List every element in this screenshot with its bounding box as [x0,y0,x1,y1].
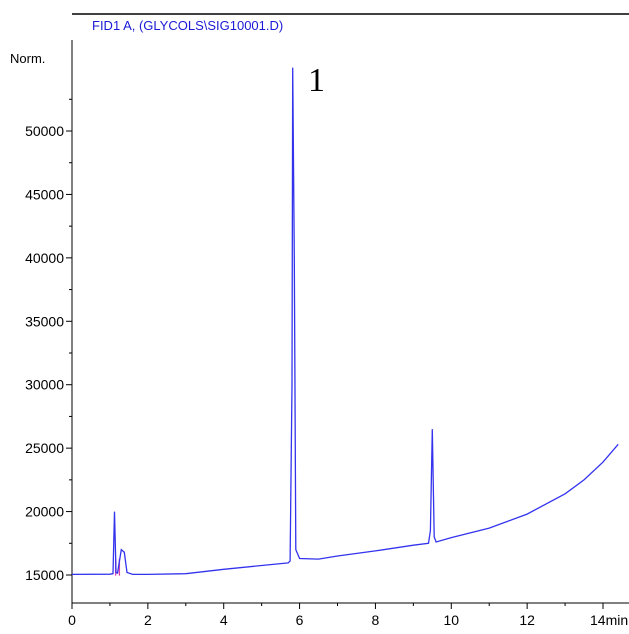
y-tick-label: 25000 [25,440,64,456]
y-tick-label: 50000 [25,123,64,139]
signal-trace [71,67,619,576]
y-tick-label: 45000 [25,186,64,202]
x-tick-label: 0 [68,612,76,628]
chart-title: FID1 A, (GLYCOLS\SIG10001.D) [92,18,283,33]
x-ticks: 0 2 4 6 8 10 12 14min [68,603,628,628]
y-tick-label: 35000 [25,313,64,329]
y-ticks: 15000 20000 25000 30000 35000 40000 45000 50000 [25,98,72,583]
y-axis-label: Norm. [10,51,45,66]
y-tick-label: 15000 [25,567,64,583]
x-tick-label: 4 [220,612,228,628]
x-tick-label: 12 [519,612,535,628]
x-tick-label: 8 [372,612,380,628]
y-tick-label: 30000 [25,377,64,393]
x-tick-label: 10 [443,612,459,628]
x-tick-label: 2 [144,612,152,628]
y-tick-label: 20000 [25,504,64,520]
y-tick-label: 40000 [25,250,64,266]
x-unit-label: 14min [590,612,628,628]
x-tick-label: 6 [296,612,304,628]
peak-1-label: 1 [308,62,325,99]
